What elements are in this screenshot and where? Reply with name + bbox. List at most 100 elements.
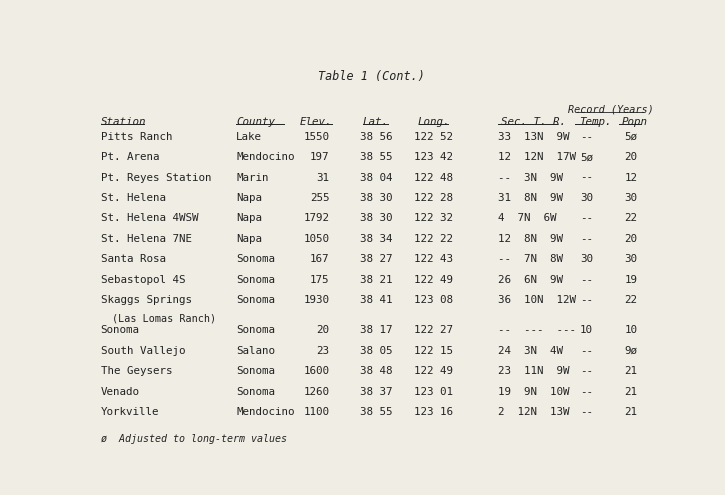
Text: --: -- bbox=[580, 275, 593, 285]
Text: 175: 175 bbox=[310, 275, 329, 285]
Text: 38 27: 38 27 bbox=[360, 254, 392, 264]
Text: South Vallejo: South Vallejo bbox=[101, 346, 185, 356]
Text: St. Helena 7NE: St. Helena 7NE bbox=[101, 234, 191, 244]
Text: Sonoma: Sonoma bbox=[101, 325, 140, 336]
Text: 23  11N  9W: 23 11N 9W bbox=[498, 366, 570, 376]
Text: Record (Years): Record (Years) bbox=[568, 104, 654, 114]
Text: 122 22: 122 22 bbox=[415, 234, 453, 244]
Text: 38 55: 38 55 bbox=[360, 152, 392, 162]
Text: 23: 23 bbox=[316, 346, 329, 356]
Text: 30: 30 bbox=[580, 254, 593, 264]
Text: 38 21: 38 21 bbox=[360, 275, 392, 285]
Text: 12  8N  9W: 12 8N 9W bbox=[498, 234, 563, 244]
Text: Pitts Ranch: Pitts Ranch bbox=[101, 132, 173, 142]
Text: The Geysers: The Geysers bbox=[101, 366, 173, 376]
Text: 1260: 1260 bbox=[303, 387, 329, 396]
Text: Sonoma: Sonoma bbox=[236, 254, 276, 264]
Text: 122 48: 122 48 bbox=[415, 173, 453, 183]
Text: 10: 10 bbox=[580, 325, 593, 336]
Text: Mendocino: Mendocino bbox=[236, 407, 295, 417]
Text: 255: 255 bbox=[310, 193, 329, 203]
Text: 122 49: 122 49 bbox=[415, 275, 453, 285]
Text: 122 28: 122 28 bbox=[415, 193, 453, 203]
Text: Napa: Napa bbox=[236, 193, 262, 203]
Text: 19: 19 bbox=[624, 275, 637, 285]
Text: --  3N  9W: -- 3N 9W bbox=[498, 173, 563, 183]
Text: 1050: 1050 bbox=[303, 234, 329, 244]
Text: Elev.: Elev. bbox=[300, 117, 333, 127]
Text: 31: 31 bbox=[316, 173, 329, 183]
Text: Long.: Long. bbox=[418, 117, 450, 127]
Text: 1600: 1600 bbox=[303, 366, 329, 376]
Text: Temp.: Temp. bbox=[579, 117, 611, 127]
Text: 122 52: 122 52 bbox=[415, 132, 453, 142]
Text: 20: 20 bbox=[624, 234, 637, 244]
Text: 31  8N  9W: 31 8N 9W bbox=[498, 193, 563, 203]
Text: Mendocino: Mendocino bbox=[236, 152, 295, 162]
Text: --: -- bbox=[580, 295, 593, 305]
Text: --  7N  8W: -- 7N 8W bbox=[498, 254, 563, 264]
Text: 21: 21 bbox=[624, 407, 637, 417]
Text: 123 42: 123 42 bbox=[415, 152, 453, 162]
Text: 26  6N  9W: 26 6N 9W bbox=[498, 275, 563, 285]
Text: Venado: Venado bbox=[101, 387, 140, 396]
Text: Marin: Marin bbox=[236, 173, 269, 183]
Text: 38 37: 38 37 bbox=[360, 387, 392, 396]
Text: 38 34: 38 34 bbox=[360, 234, 392, 244]
Text: 123 16: 123 16 bbox=[415, 407, 453, 417]
Text: 1550: 1550 bbox=[303, 132, 329, 142]
Text: Santa Rosa: Santa Rosa bbox=[101, 254, 166, 264]
Text: 1792: 1792 bbox=[303, 213, 329, 223]
Text: 22: 22 bbox=[624, 213, 637, 223]
Text: ø  Adjusted to long-term values: ø Adjusted to long-term values bbox=[101, 434, 286, 444]
Text: Sonoma: Sonoma bbox=[236, 275, 276, 285]
Text: --: -- bbox=[580, 346, 593, 356]
Text: (Las Lomas Ranch): (Las Lomas Ranch) bbox=[112, 314, 215, 324]
Text: 38 56: 38 56 bbox=[360, 132, 392, 142]
Text: Table 1 (Cont.): Table 1 (Cont.) bbox=[318, 70, 425, 83]
Text: 30: 30 bbox=[580, 193, 593, 203]
Text: Popn: Popn bbox=[621, 117, 647, 127]
Text: 36  10N  12W: 36 10N 12W bbox=[498, 295, 576, 305]
Text: 38 48: 38 48 bbox=[360, 366, 392, 376]
Text: Napa: Napa bbox=[236, 213, 262, 223]
Text: 33  13N  9W: 33 13N 9W bbox=[498, 132, 570, 142]
Text: Yorkville: Yorkville bbox=[101, 407, 160, 417]
Text: 12  12N  17W: 12 12N 17W bbox=[498, 152, 576, 162]
Text: 2  12N  13W: 2 12N 13W bbox=[498, 407, 570, 417]
Text: Pt. Arena: Pt. Arena bbox=[101, 152, 160, 162]
Text: Sonoma: Sonoma bbox=[236, 387, 276, 396]
Text: 1100: 1100 bbox=[303, 407, 329, 417]
Text: Skaggs Springs: Skaggs Springs bbox=[101, 295, 191, 305]
Text: Sonoma: Sonoma bbox=[236, 325, 276, 336]
Text: 38 55: 38 55 bbox=[360, 407, 392, 417]
Text: 38 30: 38 30 bbox=[360, 193, 392, 203]
Text: Sebastopol 4S: Sebastopol 4S bbox=[101, 275, 185, 285]
Text: 5ø: 5ø bbox=[580, 152, 593, 162]
Text: 12: 12 bbox=[624, 173, 637, 183]
Text: Station: Station bbox=[101, 117, 146, 127]
Text: 122 27: 122 27 bbox=[415, 325, 453, 336]
Text: 122 15: 122 15 bbox=[415, 346, 453, 356]
Text: --: -- bbox=[580, 366, 593, 376]
Text: 123 08: 123 08 bbox=[415, 295, 453, 305]
Text: 30: 30 bbox=[624, 193, 637, 203]
Text: 1930: 1930 bbox=[303, 295, 329, 305]
Text: County: County bbox=[236, 117, 276, 127]
Text: --: -- bbox=[580, 387, 593, 396]
Text: --: -- bbox=[580, 407, 593, 417]
Text: Lat.: Lat. bbox=[362, 117, 389, 127]
Text: 20: 20 bbox=[316, 325, 329, 336]
Text: 30: 30 bbox=[624, 254, 637, 264]
Text: 167: 167 bbox=[310, 254, 329, 264]
Text: 38 17: 38 17 bbox=[360, 325, 392, 336]
Text: --: -- bbox=[580, 234, 593, 244]
Text: 197: 197 bbox=[310, 152, 329, 162]
Text: 22: 22 bbox=[624, 295, 637, 305]
Text: 123 01: 123 01 bbox=[415, 387, 453, 396]
Text: 21: 21 bbox=[624, 366, 637, 376]
Text: 20: 20 bbox=[624, 152, 637, 162]
Text: --  ---  ---: -- --- --- bbox=[498, 325, 576, 336]
Text: Lake: Lake bbox=[236, 132, 262, 142]
Text: 5ø: 5ø bbox=[624, 132, 637, 142]
